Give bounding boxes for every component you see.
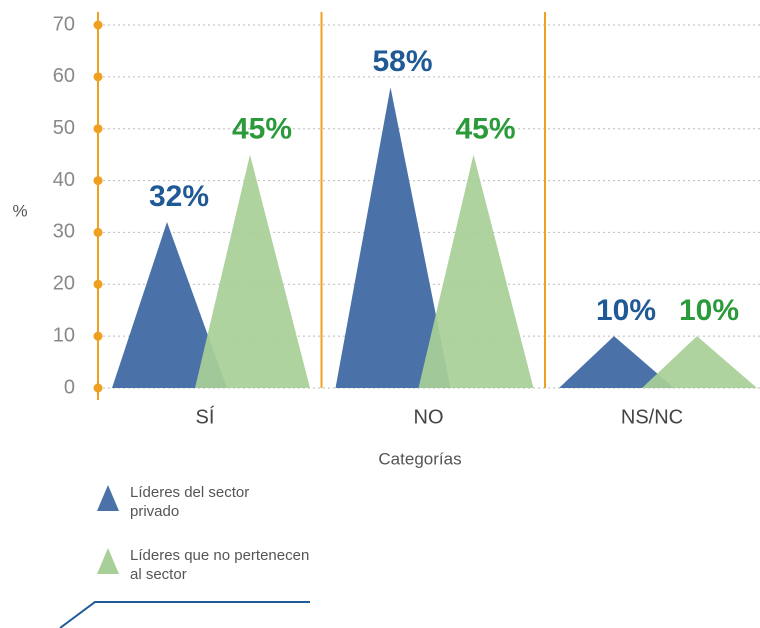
tick-dot xyxy=(93,72,103,82)
legend-swatch xyxy=(97,485,119,511)
value-label: 58% xyxy=(372,45,432,78)
tick-dot xyxy=(93,227,103,237)
legend-label: Líderes del sector privado xyxy=(130,484,250,520)
y-tick-label: 60 xyxy=(53,65,75,87)
y-tick-label: 70 xyxy=(53,13,75,35)
tick-dot xyxy=(93,20,103,30)
tick-dot xyxy=(93,279,103,289)
y-tick-label: 10 xyxy=(53,324,75,346)
y-tick-label: 50 xyxy=(53,117,75,139)
y-tick-label: 30 xyxy=(53,221,75,243)
triangle xyxy=(112,222,227,388)
x-axis-label: Categorías xyxy=(378,449,461,468)
triangle xyxy=(195,154,310,388)
legend-swatch xyxy=(97,548,119,574)
tick-dot xyxy=(93,383,103,393)
x-tick-label: SÍ xyxy=(196,405,215,428)
x-tick-label: NS/NC xyxy=(621,406,683,428)
triangle xyxy=(642,336,757,388)
value-label: 45% xyxy=(232,113,292,146)
tick-dot xyxy=(93,176,103,186)
value-label: 45% xyxy=(455,113,515,146)
value-label: 10% xyxy=(596,294,656,327)
triangle xyxy=(418,154,534,388)
tick-dot xyxy=(93,331,103,341)
y-tick-label: 20 xyxy=(53,273,75,295)
y-axis-label: % xyxy=(12,201,27,220)
value-label: 32% xyxy=(149,180,209,213)
decoration-line xyxy=(59,601,310,628)
x-tick-label: NO xyxy=(414,406,444,428)
value-label: 10% xyxy=(679,294,739,327)
y-tick-label: 40 xyxy=(53,169,75,191)
tick-dot xyxy=(93,124,103,134)
legend-label: Líderes que no pertenecen al sector xyxy=(130,547,310,583)
triangle xyxy=(335,87,451,388)
y-tick-label: 0 xyxy=(64,376,75,398)
triangle xyxy=(559,336,674,388)
